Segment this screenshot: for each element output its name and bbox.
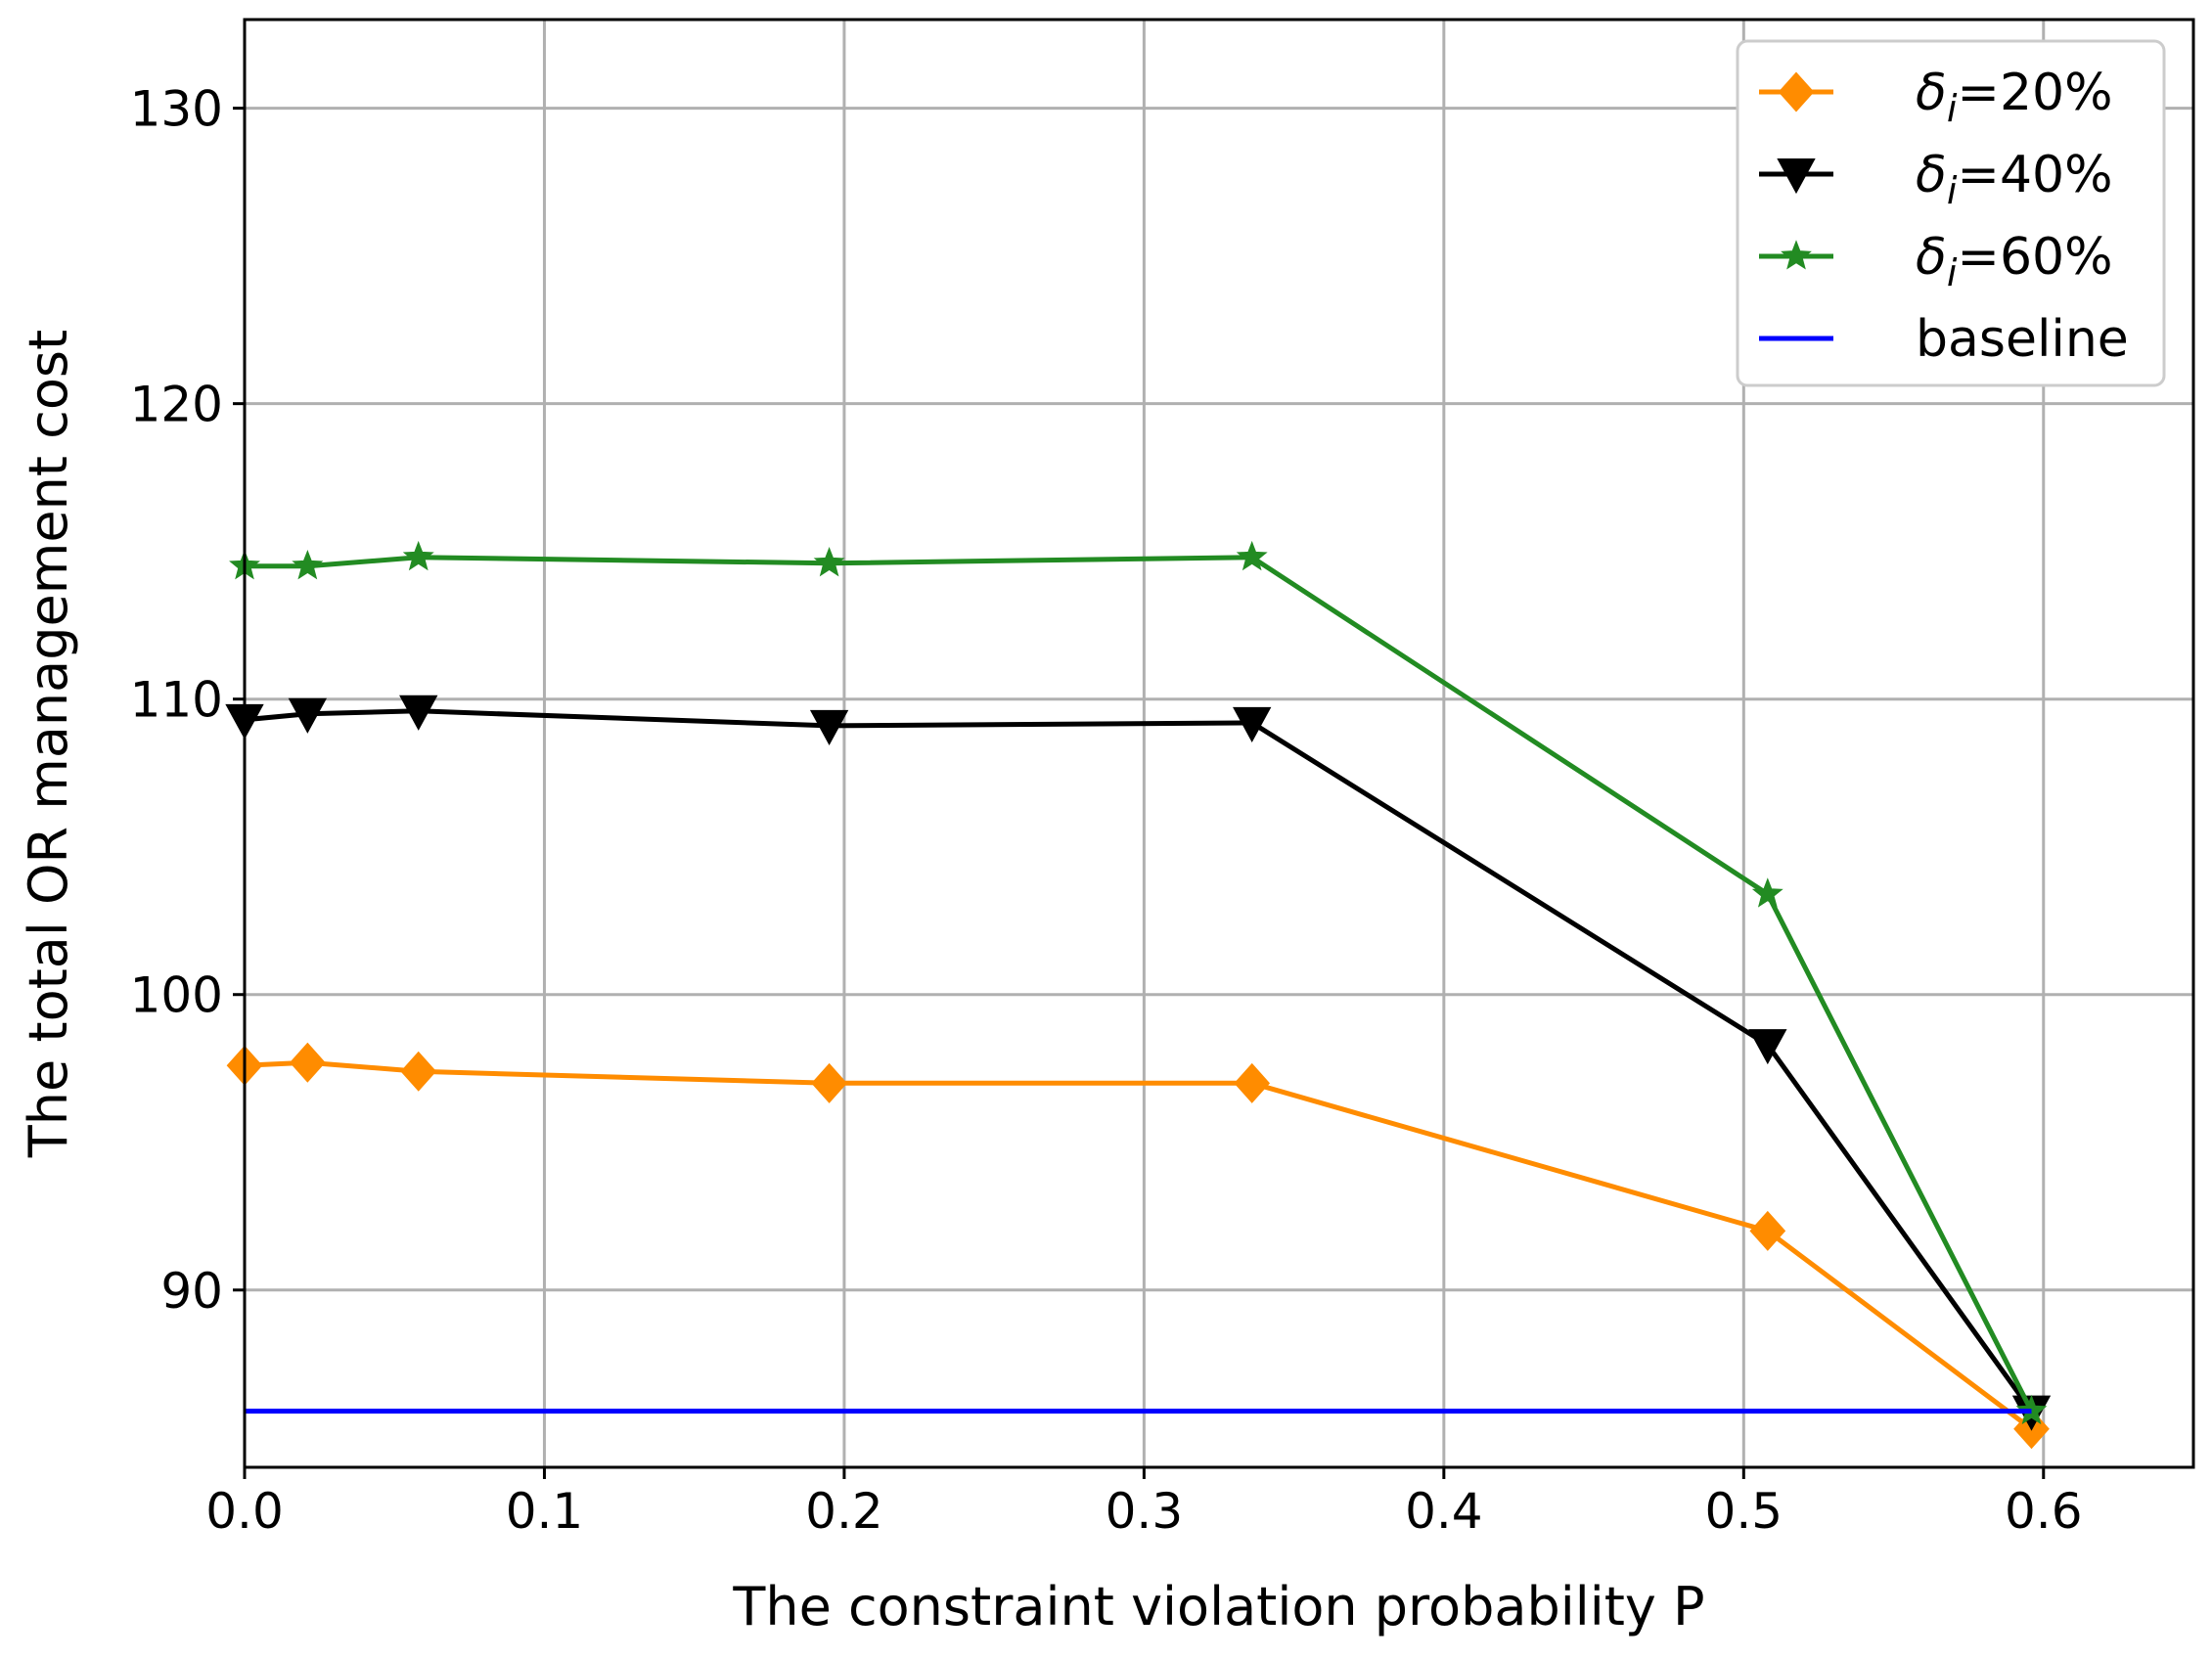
legend-label: δi=60% [1916,228,2113,294]
y-tick-label: 130 [130,81,223,138]
series-2 [229,540,2048,1425]
grid [243,20,2193,1467]
x-tick-label: 0.2 [805,1483,883,1540]
data-point [813,547,845,577]
x-tick-label: 0.4 [1405,1483,1483,1540]
x-tick-label: 0.0 [205,1483,284,1540]
y-tick-label: 120 [130,377,223,433]
data-point [399,695,438,731]
legend-marker [1778,71,1815,112]
data-point [809,709,849,745]
legend: δi=20% δi=40% δi=60% baseline [1736,39,2166,387]
data-point [402,540,434,571]
legend-label: δi=40% [1916,146,2113,212]
legend-marker [1781,240,1812,270]
plot-frame [243,18,2195,1469]
x-axis-label: The constraint violation probability P [732,1576,1704,1638]
y-tick-label: 100 [130,967,223,1024]
data-point [811,1062,847,1103]
legend-marker [1777,158,1816,195]
legend-frame [1736,39,2166,387]
x-tick-label: 0.3 [1106,1483,1184,1540]
x-tick-label: 0.1 [506,1483,584,1540]
data-point [292,550,324,580]
x-tick-label: 0.5 [1705,1483,1783,1540]
series-0 [226,1042,2050,1450]
legend-entry: δi=40% [1759,146,2113,212]
data-point [1233,706,1272,742]
data-point [1236,540,1268,571]
ticks: 0.0 0.1 0.2 0.3 0.4 0.5 0.6 90 100 110 120 130 [130,81,2083,1540]
data-point [290,1042,326,1083]
data-point [1234,1062,1271,1103]
legend-entry: baseline [1759,310,2129,369]
data-point [288,697,328,734]
data-point [1751,877,1783,908]
y-tick-label: 90 [160,1263,223,1320]
legend-entry: δi=60% [1759,228,2113,294]
data-point [1748,1029,1787,1065]
y-tick-label: 110 [130,672,223,729]
y-axis-label: The total OR management cost [18,330,79,1158]
series-1 [225,695,2052,1431]
x-tick-label: 0.6 [2005,1483,2083,1540]
series-layer [225,540,2052,1450]
legend-entry: δi=20% [1759,64,2113,130]
data-point [1749,1210,1786,1251]
legend-label: δi=20% [1916,64,2113,130]
legend-label: baseline [1916,310,2129,369]
data-point [400,1051,437,1092]
